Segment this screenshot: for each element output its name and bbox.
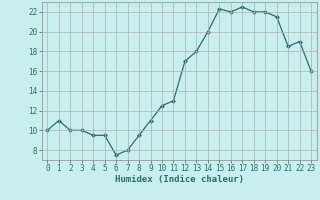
X-axis label: Humidex (Indice chaleur): Humidex (Indice chaleur) [115, 175, 244, 184]
